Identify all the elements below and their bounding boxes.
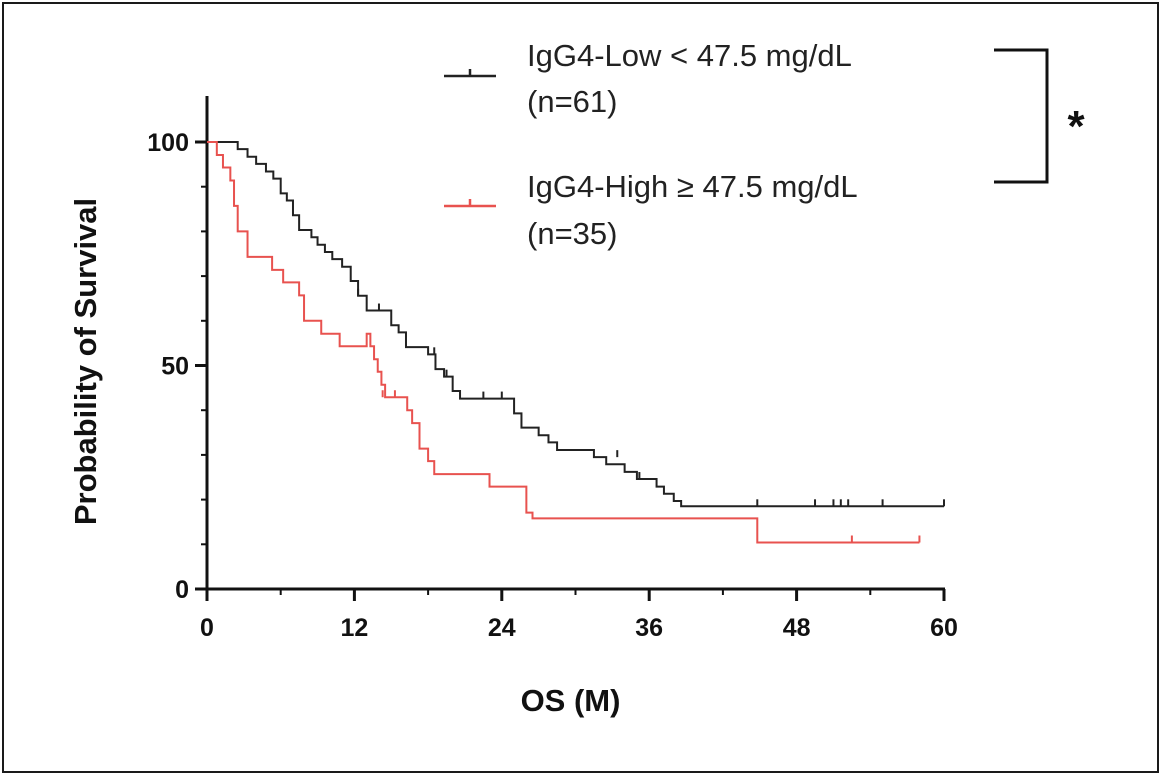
x-tick-label: 48 bbox=[783, 614, 811, 642]
legend-entry-low: IgG4-Low < 47.5 mg/dL (n=61) bbox=[444, 38, 852, 119]
legend-n-high: (n=35) bbox=[527, 216, 617, 251]
legend-label-high: IgG4-High ≥ 47.5 mg/dL bbox=[527, 169, 858, 204]
significance-bracket bbox=[994, 48, 1049, 184]
x-tick-label: 60 bbox=[930, 614, 958, 642]
km-survival-chart: 0 50 100 0 12 24 36 48 60 Probability of Surviv… bbox=[68, 38, 1085, 718]
significance-star: * bbox=[1067, 102, 1085, 151]
y-ticks: 0 50 100 bbox=[147, 129, 207, 604]
survival-curves bbox=[207, 141, 945, 544]
legend-n-low: (n=61) bbox=[527, 84, 617, 119]
x-tick-label: 24 bbox=[488, 614, 516, 642]
y-tick-label: 0 bbox=[175, 576, 189, 604]
y-axis-title: Probability of Survival bbox=[68, 198, 103, 525]
x-tick-label: 12 bbox=[340, 614, 368, 642]
legend-label-low: IgG4-Low < 47.5 mg/dL bbox=[527, 38, 852, 73]
x-axis-title: OS (M) bbox=[521, 683, 621, 718]
survival-curve-low bbox=[207, 141, 944, 508]
x-tick-label: 0 bbox=[200, 614, 214, 642]
y-tick-label: 50 bbox=[161, 353, 189, 381]
legend: IgG4-Low < 47.5 mg/dL (n=61) IgG4-High ≥… bbox=[444, 38, 1085, 251]
x-ticks: 0 12 24 36 48 60 bbox=[200, 589, 958, 642]
x-tick-label: 36 bbox=[635, 614, 663, 642]
survival-curve-high bbox=[207, 141, 920, 544]
y-tick-label: 100 bbox=[147, 129, 189, 157]
figure-frame: 0 50 100 0 12 24 36 48 60 Probability of Surviv… bbox=[2, 2, 1159, 773]
legend-entry-high: IgG4-High ≥ 47.5 mg/dL (n=35) bbox=[444, 169, 858, 251]
